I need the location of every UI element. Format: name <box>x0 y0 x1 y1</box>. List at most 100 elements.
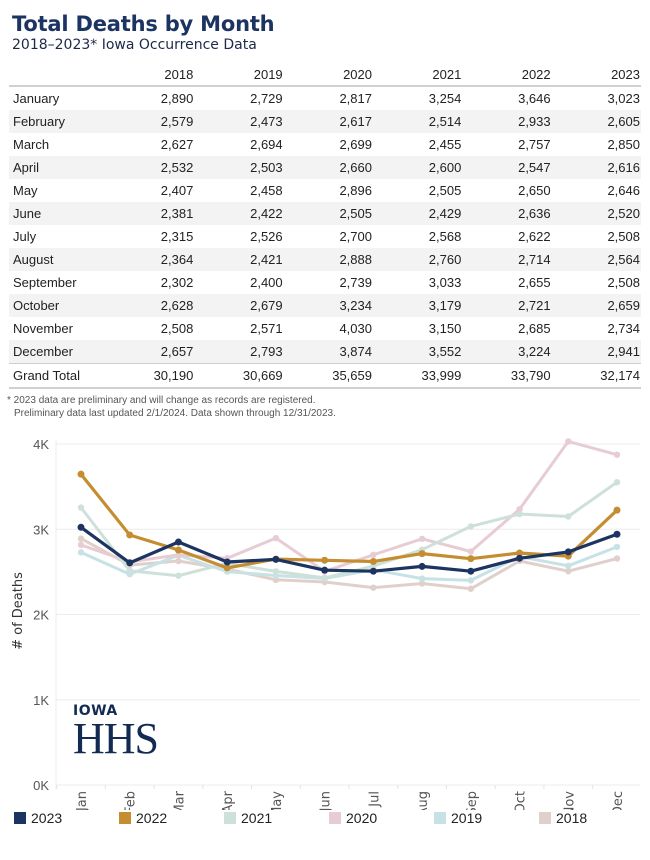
column-header: 2021 <box>372 64 463 87</box>
value-cell: 2,421 <box>194 248 284 271</box>
legend-item-2020[interactable]: 2020 <box>329 810 377 826</box>
data-point-2022-Jul[interactable] <box>369 557 377 565</box>
grand-total-cell: 30,190 <box>105 363 195 389</box>
value-cell: 2,739 <box>339 275 372 290</box>
x-tick-label: Nov <box>562 791 577 810</box>
value-cell: 2,933 <box>462 110 552 133</box>
data-point-2019-Dec[interactable] <box>613 543 621 551</box>
data-point-2020-Jul[interactable] <box>370 551 377 559</box>
value-cell: 2,793 <box>194 340 284 364</box>
value-cell: 2,508 <box>607 229 640 244</box>
data-point-2022-Jan[interactable] <box>77 470 85 478</box>
data-point-2018-Jul[interactable] <box>370 584 377 591</box>
data-point-2023-May[interactable] <box>272 555 280 563</box>
data-point-2021-Nov[interactable] <box>565 513 572 520</box>
data-point-2023-Feb[interactable] <box>126 559 134 567</box>
data-point-2022-Oct[interactable] <box>516 549 524 557</box>
footnote-updated: Preliminary data last updated 2/1/2024. … <box>14 408 336 419</box>
data-point-2022-Aug[interactable] <box>418 550 426 558</box>
data-point-2021-Jan[interactable] <box>77 504 85 511</box>
data-point-2023-Oct[interactable] <box>516 554 524 562</box>
month-cell: October <box>9 294 105 317</box>
data-point-2022-Sep[interactable] <box>467 555 475 563</box>
x-tick-label: May <box>270 791 285 810</box>
value-cell: 2,520 <box>551 202 641 225</box>
data-point-2018-Jan[interactable] <box>77 535 85 542</box>
data-point-2023-Sep[interactable] <box>467 567 475 575</box>
data-point-2021-Sep[interactable] <box>467 523 475 530</box>
data-point-2023-Nov[interactable] <box>564 548 572 556</box>
data-point-2020-Sep[interactable] <box>467 548 475 555</box>
data-point-2020-Jan[interactable] <box>77 541 85 549</box>
data-point-2021-Dec[interactable] <box>613 478 621 486</box>
data-point-2020-Nov[interactable] <box>565 438 572 445</box>
legend-swatch <box>224 812 236 824</box>
data-point-2023-Apr[interactable] <box>223 558 231 566</box>
data-point-2023-Jul[interactable] <box>369 567 377 575</box>
data-point-2019-Aug[interactable] <box>418 575 426 582</box>
legend-label: 2022 <box>136 810 168 826</box>
data-point-2020-Oct[interactable] <box>516 506 523 513</box>
data-point-2023-Jun[interactable] <box>321 566 329 574</box>
value-cell: 2,547 <box>462 156 552 179</box>
data-point-2023-Aug[interactable] <box>418 562 426 570</box>
legend-item-2018[interactable]: 2018 <box>539 810 587 826</box>
data-point-2022-Jun[interactable] <box>321 556 329 564</box>
data-point-2021-Mar[interactable] <box>175 572 182 579</box>
data-point-2019-Sep[interactable] <box>467 577 475 584</box>
month-cell: July <box>13 229 37 244</box>
data-point-2021-Feb[interactable] <box>126 567 133 574</box>
grand-total-cell: 30,669 <box>194 363 284 389</box>
data-point-2020-Dec[interactable] <box>613 451 621 458</box>
data-point-2022-Apr[interactable] <box>223 564 231 572</box>
month-cell: February <box>9 110 105 133</box>
value-cell: 2,508 <box>160 321 194 336</box>
data-point-2021-Jun[interactable] <box>321 574 328 582</box>
data-point-2022-Mar[interactable] <box>174 546 182 554</box>
table-row: November 2,508 2,571 4,030 3,150 2,685 2,734 <box>9 317 641 340</box>
legend-item-2021[interactable]: 2021 <box>224 810 272 826</box>
value-cell: 3,234 <box>283 294 373 317</box>
value-cell: 2,694 <box>250 137 283 152</box>
data-point-2023-Dec[interactable] <box>613 530 621 538</box>
data-point-2019-Jan[interactable] <box>77 549 85 556</box>
value-cell: 2,622 <box>518 229 551 244</box>
data-point-2018-Mar[interactable] <box>175 557 182 565</box>
table-row: April 2,532 2,503 2,660 2,600 2,547 2,616 <box>9 156 641 179</box>
legend-swatch <box>329 812 341 824</box>
value-cell: 2,896 <box>339 183 372 198</box>
legend-swatch <box>14 812 26 824</box>
data-point-2023-Jan[interactable] <box>77 523 85 531</box>
column-header <box>9 64 105 87</box>
data-point-2021-Oct[interactable] <box>516 510 523 518</box>
table-row: January 2,890 2,729 2,817 3,254 3,646 3,023 <box>9 86 641 110</box>
data-point-2022-Dec[interactable] <box>613 506 621 514</box>
legend-label: 2023 <box>31 810 63 826</box>
x-tick-label: Jun <box>319 791 334 810</box>
series-line-2023 <box>80 526 618 573</box>
legend-item-2023[interactable]: 2023 <box>14 810 62 826</box>
data-point-2021-May[interactable] <box>272 568 280 575</box>
table-header-row: 2018 2019 2020 2021 2022 2023 <box>9 64 641 87</box>
data-point-2018-Nov[interactable] <box>565 567 572 575</box>
legend-label: 2019 <box>451 810 483 826</box>
data-point-2019-Nov[interactable] <box>565 562 572 570</box>
data-point-2018-Aug[interactable] <box>418 580 426 587</box>
value-cell: 2,568 <box>428 229 462 244</box>
legend-item-2022[interactable]: 2022 <box>119 810 167 826</box>
value-cell: 2,571 <box>250 321 283 336</box>
data-point-2023-Mar[interactable] <box>174 538 182 546</box>
data-point-2018-Sep[interactable] <box>467 585 475 592</box>
legend-swatch <box>539 812 551 824</box>
x-tick-label: Aug <box>416 791 431 810</box>
value-cell: 2,616 <box>551 156 641 179</box>
data-point-2020-Mar[interactable] <box>175 551 182 559</box>
data-point-2020-Aug[interactable] <box>418 535 426 542</box>
value-cell: 3,646 <box>518 91 551 106</box>
data-point-2020-May[interactable] <box>272 534 280 542</box>
data-point-2022-Feb[interactable] <box>126 531 134 539</box>
value-cell: 2,700 <box>339 229 372 244</box>
data-point-2018-Dec[interactable] <box>613 555 621 562</box>
x-tick-label: Dec <box>611 791 626 810</box>
legend-item-2019[interactable]: 2019 <box>434 810 482 826</box>
